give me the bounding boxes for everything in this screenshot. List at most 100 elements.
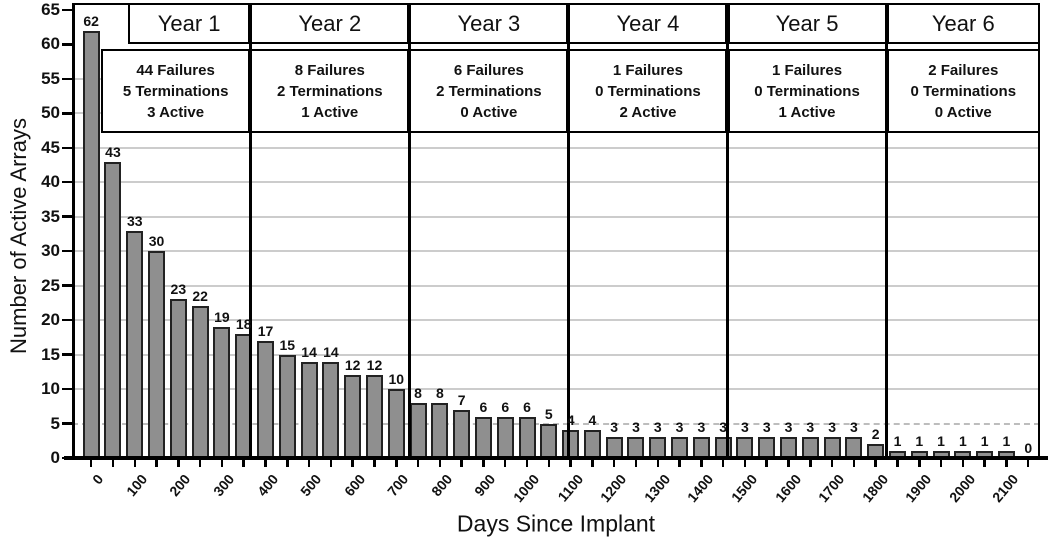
bar-value-label: 12: [344, 357, 361, 374]
year-stats-box: 8 Failures 2 Terminations 1 Active: [250, 49, 410, 133]
x-tick-label: 0: [89, 471, 107, 488]
bar-value-label: 3: [849, 419, 858, 436]
stats-line: 6 Failures: [453, 61, 524, 79]
x-axis-title: Days Since Implant: [456, 510, 656, 537]
x-tick: [743, 460, 747, 467]
x-tick: [1005, 460, 1008, 467]
y-tick: [62, 249, 72, 253]
bar: [976, 451, 994, 458]
stats-line: 5 Terminations: [122, 82, 229, 100]
bar: [409, 402, 427, 458]
year-stats-box: 6 Failures 2 Terminations 0 Active: [409, 49, 569, 133]
bar-value-label: 4: [588, 412, 597, 429]
year-stats-box: 1 Failures 0 Terminations 1 Active: [727, 49, 887, 133]
x-tick: [918, 460, 921, 467]
bar-value-label: 8: [435, 384, 444, 401]
year-header-cell: Year 1: [128, 3, 251, 44]
bar-value-label: 17: [257, 322, 274, 339]
bar-value-label: 3: [762, 419, 771, 436]
y-tick-label: 50: [41, 103, 60, 123]
year-header-label: Year 5: [775, 10, 839, 36]
bar: [496, 416, 514, 458]
stats-line: 0 Active: [460, 103, 518, 121]
year-header-label: Year 1: [157, 10, 221, 36]
y-tick-label: 20: [41, 310, 60, 330]
x-tick: [111, 460, 115, 467]
x-tick: [264, 460, 267, 467]
year-boundary-line: [726, 3, 729, 458]
x-tick-label: 500: [297, 471, 325, 500]
x-tick: [765, 460, 768, 467]
y-tick: [62, 8, 72, 12]
y-tick: [62, 215, 72, 218]
year-stats-box: 44 Failures 5 Terminations 3 Active: [101, 49, 251, 133]
y-tick-label: 25: [41, 275, 60, 295]
bar-value-label: 7: [457, 391, 466, 408]
x-axis-line: [64, 456, 1048, 460]
x-tick: [133, 460, 136, 467]
y-tick: [62, 43, 72, 46]
bar-value-label: 4: [566, 412, 575, 429]
stats-line: 1 Active: [301, 103, 359, 121]
bar-value-label: 23: [170, 281, 187, 298]
x-tick: [242, 460, 245, 467]
bar-value-label: 15: [279, 336, 296, 353]
x-tick-label: 1500: [727, 471, 761, 506]
bar: [126, 230, 144, 458]
plot-right-border: [1037, 3, 1040, 458]
x-tick: [89, 460, 93, 467]
x-tick: [1026, 460, 1030, 467]
gridline: [72, 181, 1040, 184]
x-tick: [307, 460, 311, 467]
x-tick: [939, 460, 943, 467]
bar: [365, 375, 383, 458]
bar: [649, 437, 667, 458]
bar-value-label: 0: [1024, 440, 1033, 456]
x-tick: [721, 460, 725, 467]
bar: [583, 430, 601, 458]
stats-line: 0 Terminations: [910, 82, 1017, 100]
bar: [692, 437, 710, 458]
stats-line: 0 Active: [934, 103, 992, 121]
bar: [736, 437, 754, 458]
y-axis-line: [72, 3, 75, 458]
gridline: [72, 388, 1040, 391]
bar-value-label: 3: [806, 419, 815, 436]
bar-value-label: 19: [214, 309, 230, 326]
x-tick: [525, 460, 529, 467]
bar: [671, 437, 689, 458]
bar: [801, 437, 819, 458]
bar-value-label: 2: [871, 426, 880, 443]
year-boundary-line: [249, 3, 252, 458]
x-tick-label: 1800: [858, 471, 891, 506]
y-tick-label: 15: [41, 344, 60, 364]
bar-value-label: 22: [192, 288, 208, 305]
y-tick: [62, 456, 72, 460]
gridline: [72, 284, 1040, 287]
x-tick: [286, 460, 289, 467]
bar-value-label: 14: [301, 343, 317, 360]
bar-value-label: 43: [105, 143, 121, 160]
x-tick: [482, 460, 485, 467]
x-tick: [852, 460, 856, 467]
x-tick-label: 800: [427, 471, 456, 500]
y-tick-label: 35: [41, 206, 60, 226]
x-tick: [656, 460, 660, 467]
bar-value-label: 12: [366, 357, 383, 374]
bar-value-label: 10: [388, 371, 405, 388]
bar: [823, 437, 841, 458]
bar-value-label: 1: [915, 433, 924, 450]
bar-value-label: 6: [501, 398, 510, 415]
x-tick: [787, 460, 790, 467]
year-boundary-line: [885, 3, 888, 458]
x-tick-label: 1400: [684, 471, 717, 506]
y-tick-label: 65: [41, 0, 60, 19]
x-tick-label: 300: [209, 471, 238, 500]
y-tick: [62, 387, 72, 391]
x-tick: [351, 460, 354, 467]
bar: [278, 354, 296, 458]
bar: [780, 437, 798, 458]
bar: [627, 437, 645, 458]
bar-value-label: 3: [653, 419, 662, 436]
bar: [888, 451, 906, 458]
